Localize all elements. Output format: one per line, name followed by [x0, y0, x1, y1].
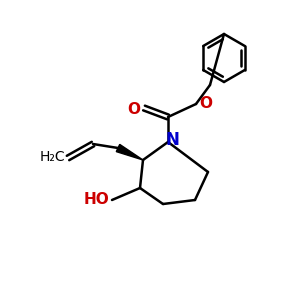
- Polygon shape: [116, 144, 143, 160]
- Text: HO: HO: [83, 191, 109, 206]
- Text: N: N: [165, 131, 179, 149]
- Text: O: O: [199, 95, 212, 110]
- Text: O: O: [127, 101, 140, 116]
- Text: H₂C: H₂C: [39, 150, 65, 164]
